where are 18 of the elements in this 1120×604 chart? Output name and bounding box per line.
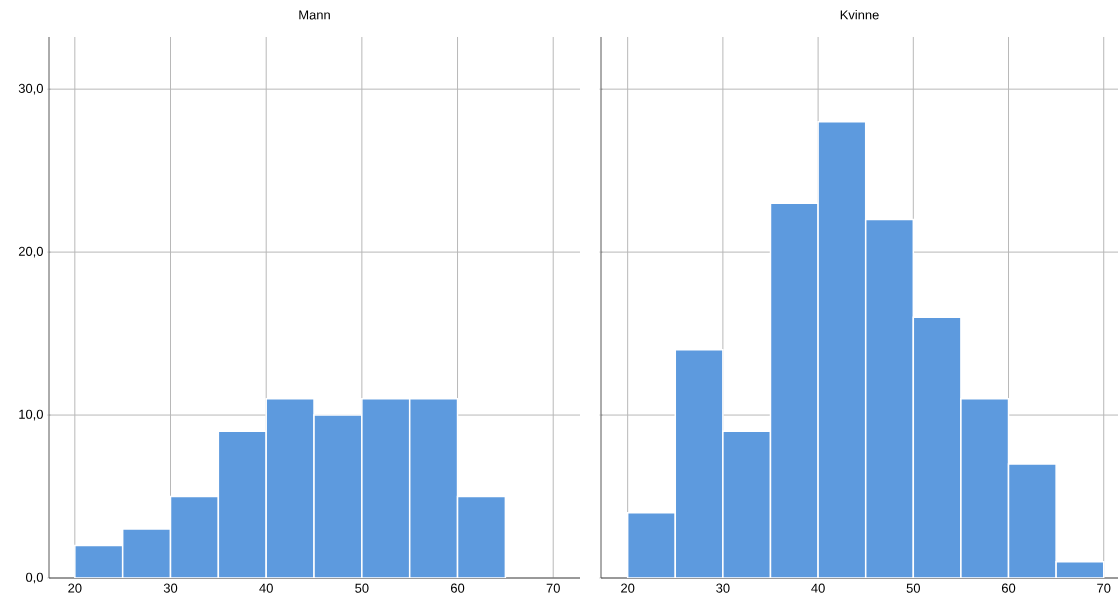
y-tick-label: 0,0 xyxy=(25,572,43,584)
x-tick-label: 60 xyxy=(1001,583,1016,593)
x-tick-label: 40 xyxy=(811,583,825,593)
chart-title: Kvinne xyxy=(840,9,879,20)
x-tick-label: 30 xyxy=(163,583,178,593)
x-tick-label: 70 xyxy=(546,583,560,593)
x-tick-label: 40 xyxy=(259,583,273,593)
y-tick-label: 10,0 xyxy=(19,409,43,421)
y-tick-label: 20,0 xyxy=(18,246,43,258)
x-tick-label: 50 xyxy=(355,583,369,593)
x-tick-label: 20 xyxy=(621,583,635,593)
x-tick-label: 60 xyxy=(450,583,465,593)
x-tick-label: 20 xyxy=(68,583,82,593)
chart-title: Mann xyxy=(299,10,330,20)
x-tick-label: 30 xyxy=(716,583,730,593)
x-tick-label: 70 xyxy=(1097,583,1111,593)
x-tick-label: 50 xyxy=(906,583,921,593)
y-tick-label: 30,0 xyxy=(18,83,43,95)
